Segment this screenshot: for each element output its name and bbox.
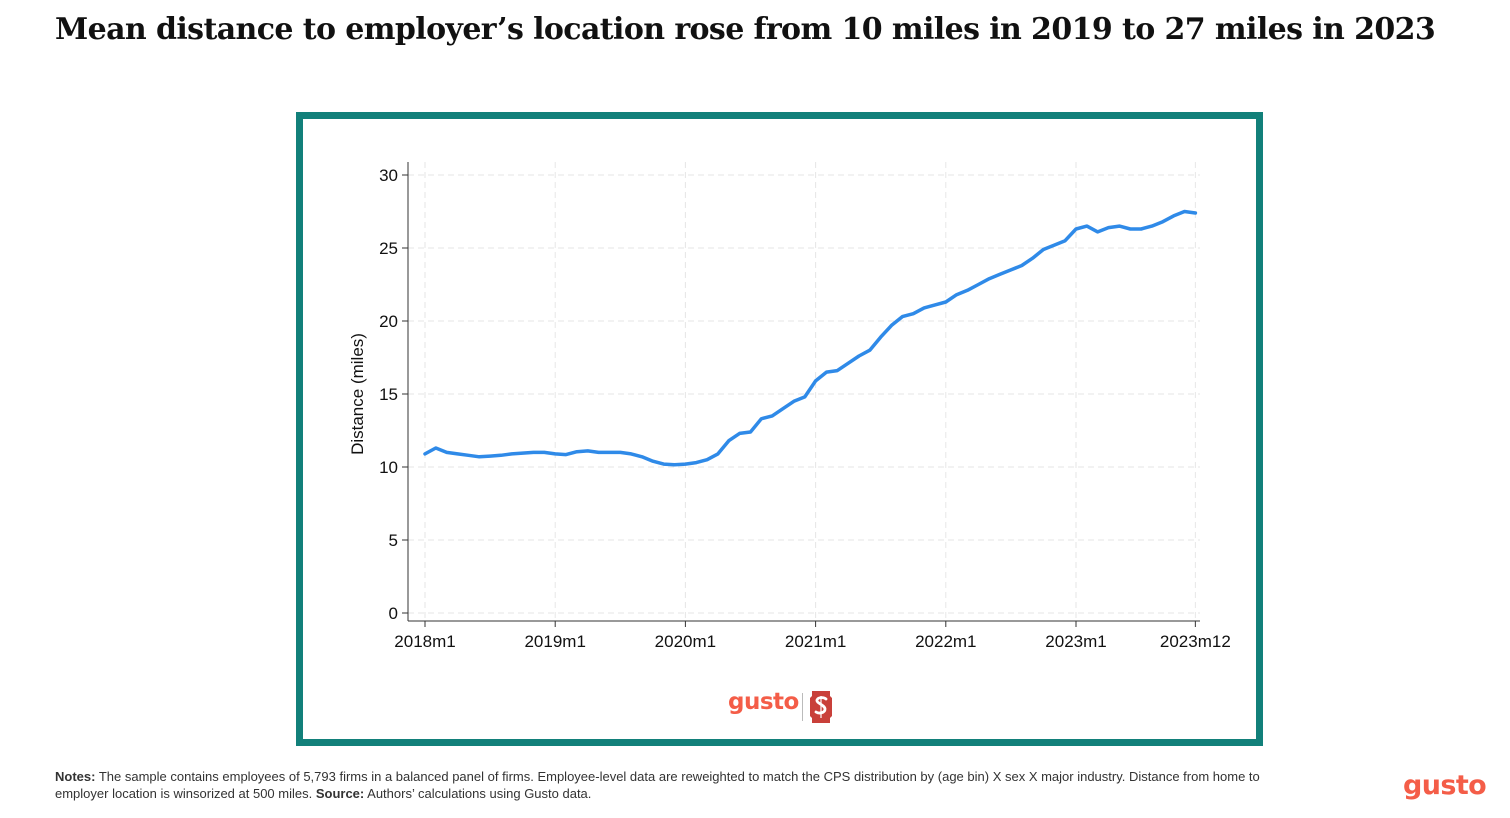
notes-text: The sample contains employees of 5,793 f…: [55, 769, 1260, 801]
y-tick-label: 20: [379, 312, 398, 331]
logo-divider: [802, 693, 803, 721]
y-tick-label: 10: [379, 458, 398, 477]
series-line: [423, 209, 1198, 467]
gusto-logo-small: gusto: [728, 689, 799, 715]
logo-lockup: gusto: [303, 687, 1256, 727]
y-axis-label: Distance (miles): [348, 333, 367, 455]
x-tick-label: 2022m1: [915, 632, 976, 651]
x-tick-label: 2023m12: [1160, 632, 1231, 651]
page-title: Mean distance to employer’s location ros…: [55, 12, 1436, 47]
stanford-logo-icon: [810, 691, 832, 723]
x-tick-label: 2023m1: [1045, 632, 1106, 651]
x-tick-label: 2021m1: [785, 632, 846, 651]
x-tick-label: 2020m1: [655, 632, 716, 651]
y-tick-label: 30: [379, 166, 398, 185]
x-tick-label: 2019m1: [524, 632, 585, 651]
chart-notes: Notes: The sample contains employees of …: [55, 768, 1315, 802]
notes-label: Notes:: [55, 769, 96, 784]
y-tick-label: 25: [379, 239, 398, 258]
y-tick-label: 15: [379, 385, 398, 404]
chart-frame: 0 5 10 15 20 25 30 2018m1 2019m1 2020m1 2021m1 2022…: [296, 112, 1263, 746]
y-tick-label: 5: [389, 531, 398, 550]
y-tick-label: 0: [389, 604, 398, 623]
x-tick-label: 2018m1: [394, 632, 455, 651]
source-label: Source:: [315, 786, 365, 801]
source-text: Authors’ calculations using Gusto data.: [364, 786, 592, 801]
gusto-logo: gusto: [1403, 770, 1487, 801]
line-chart: 0 5 10 15 20 25 30 2018m1 2019m1 2020m1 2021m1 2022…: [348, 162, 1231, 651]
